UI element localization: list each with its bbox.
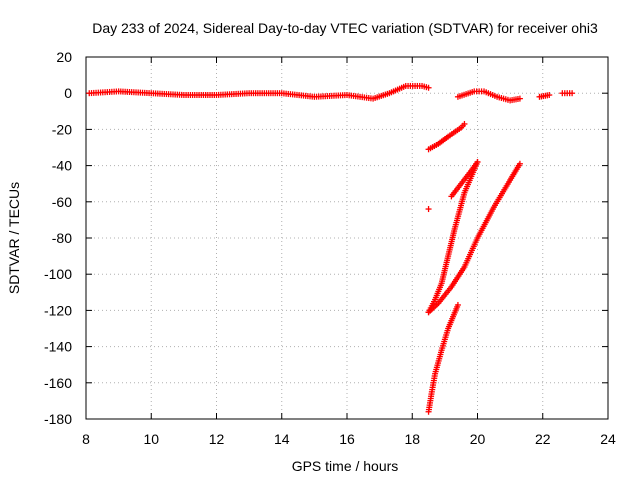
- x-tick-label: 10: [143, 431, 159, 447]
- x-tick-label: 22: [535, 431, 551, 447]
- y-tick-label: -120: [44, 302, 72, 318]
- data-point: [546, 92, 553, 99]
- x-tick-label: 16: [339, 431, 355, 447]
- data-point: [474, 158, 481, 165]
- data-point: [425, 206, 432, 213]
- x-tick-label: 20: [470, 431, 486, 447]
- grid-lines: [86, 57, 608, 419]
- x-tick-label: 14: [274, 431, 290, 447]
- data-point: [569, 90, 576, 97]
- y-axis-label: SDTVAR / TECUs: [6, 182, 22, 294]
- x-tick-label: 8: [82, 431, 90, 447]
- data-point: [516, 95, 523, 102]
- data-points: [86, 82, 576, 415]
- data-point: [461, 120, 468, 127]
- axis-ticks: [85, 56, 609, 420]
- y-tick-label: -100: [44, 266, 72, 282]
- tick-labels: 8 10 12 14 16 18 20 22 24 20 0 -20 -40 -60 -80 -100 -120…: [44, 49, 616, 447]
- data-point: [454, 301, 461, 308]
- y-tick-label: 20: [56, 49, 72, 65]
- data-point: [425, 84, 432, 91]
- chart-title: Day 233 of 2024, Sidereal Day-to-day VTE…: [92, 20, 598, 36]
- x-tick-label: 24: [600, 431, 616, 447]
- x-tick-label: 18: [404, 431, 420, 447]
- y-tick-label: -180: [44, 411, 72, 427]
- y-tick-label: -160: [44, 375, 72, 391]
- y-tick-label: -40: [52, 158, 72, 174]
- x-tick-label: 12: [209, 431, 225, 447]
- y-tick-label: -60: [52, 194, 72, 210]
- data-point: [516, 160, 523, 167]
- y-tick-label: -140: [44, 339, 72, 355]
- y-tick-label: -20: [52, 121, 72, 137]
- x-axis-label: GPS time / hours: [292, 458, 399, 474]
- y-tick-label: -80: [52, 230, 72, 246]
- y-tick-label: 0: [64, 85, 72, 101]
